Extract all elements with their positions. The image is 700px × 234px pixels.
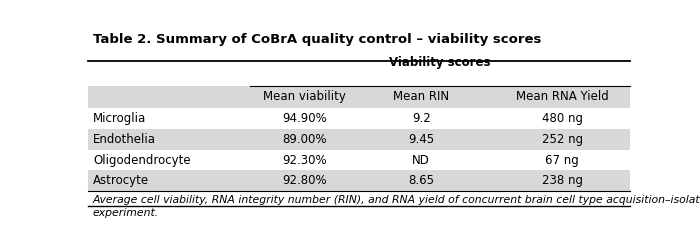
Text: 238 ng: 238 ng (542, 174, 582, 187)
Text: Mean RIN: Mean RIN (393, 91, 449, 103)
FancyBboxPatch shape (88, 86, 630, 108)
Text: Mean RNA Yield: Mean RNA Yield (516, 91, 608, 103)
Text: 92.80%: 92.80% (282, 174, 327, 187)
Text: 67 ng: 67 ng (545, 154, 579, 167)
Text: 92.30%: 92.30% (282, 154, 327, 167)
Text: Astrocyte: Astrocyte (93, 174, 149, 187)
Text: Mean viability: Mean viability (263, 91, 346, 103)
Text: 252 ng: 252 ng (542, 133, 582, 146)
FancyBboxPatch shape (88, 150, 630, 170)
FancyBboxPatch shape (88, 108, 630, 129)
Text: 480 ng: 480 ng (542, 112, 582, 125)
Text: 8.65: 8.65 (408, 174, 434, 187)
Text: Table 2. Summary of CoBrA quality control – viability scores: Table 2. Summary of CoBrA quality contro… (93, 33, 541, 47)
Text: Viability scores: Viability scores (389, 56, 491, 69)
Text: ND: ND (412, 154, 430, 167)
FancyBboxPatch shape (88, 170, 630, 191)
Text: Average cell viability, RNA integrity number (RIN), and RNA yield of concurrent : Average cell viability, RNA integrity nu… (93, 195, 700, 218)
Text: 9.45: 9.45 (408, 133, 434, 146)
Text: Oligodendrocyte: Oligodendrocyte (93, 154, 190, 167)
Text: Microglia: Microglia (93, 112, 146, 125)
Text: 94.90%: 94.90% (282, 112, 327, 125)
Text: 9.2: 9.2 (412, 112, 430, 125)
FancyBboxPatch shape (88, 129, 630, 150)
Text: 89.00%: 89.00% (282, 133, 327, 146)
Text: Endothelia: Endothelia (93, 133, 156, 146)
